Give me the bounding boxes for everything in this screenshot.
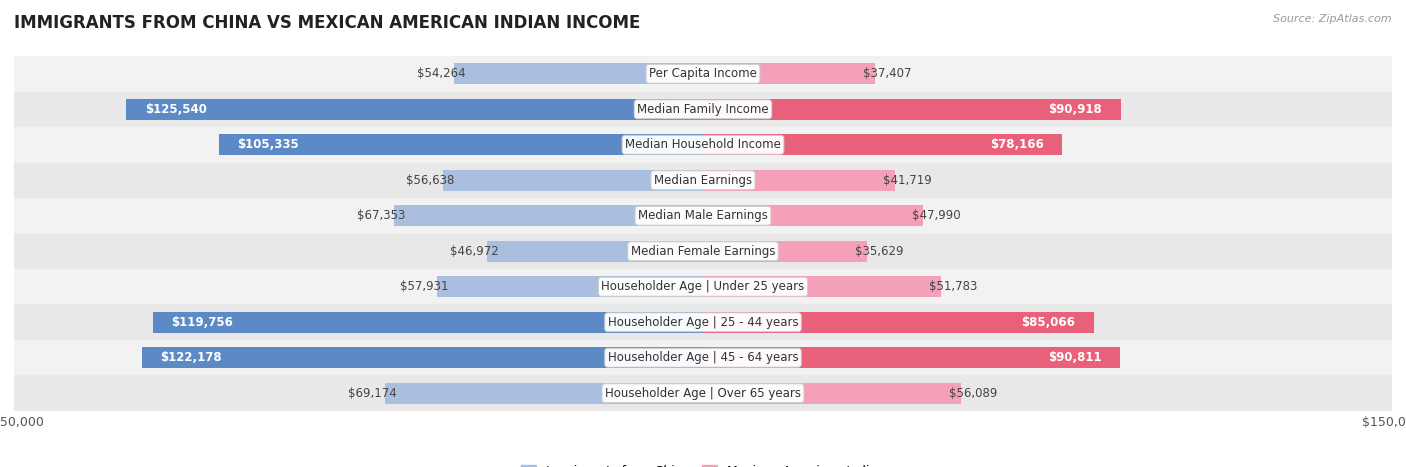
- Bar: [14, 92, 1392, 127]
- Text: Median Female Earnings: Median Female Earnings: [631, 245, 775, 258]
- Bar: [703, 63, 875, 85]
- Text: Householder Age | Over 65 years: Householder Age | Over 65 years: [605, 387, 801, 400]
- Text: $46,972: $46,972: [450, 245, 499, 258]
- Text: $67,353: $67,353: [357, 209, 405, 222]
- Bar: [14, 198, 1392, 234]
- Text: Median Family Income: Median Family Income: [637, 103, 769, 116]
- Bar: [219, 134, 703, 156]
- Text: $122,178: $122,178: [160, 351, 222, 364]
- Bar: [703, 205, 924, 226]
- Text: Householder Age | 45 - 64 years: Householder Age | 45 - 64 years: [607, 351, 799, 364]
- Text: Median Earnings: Median Earnings: [654, 174, 752, 187]
- Text: $56,638: $56,638: [406, 174, 454, 187]
- Text: Median Male Earnings: Median Male Earnings: [638, 209, 768, 222]
- Text: Per Capita Income: Per Capita Income: [650, 67, 756, 80]
- Bar: [14, 269, 1392, 304]
- Bar: [703, 99, 1121, 120]
- Bar: [454, 63, 703, 85]
- Text: $125,540: $125,540: [145, 103, 207, 116]
- Bar: [703, 170, 894, 191]
- Text: Source: ZipAtlas.com: Source: ZipAtlas.com: [1274, 14, 1392, 24]
- Bar: [703, 382, 960, 404]
- Bar: [385, 382, 703, 404]
- Text: $35,629: $35,629: [855, 245, 904, 258]
- Text: $90,811: $90,811: [1047, 351, 1102, 364]
- Text: $41,719: $41,719: [883, 174, 932, 187]
- Bar: [703, 134, 1062, 156]
- Bar: [14, 375, 1392, 411]
- Bar: [703, 276, 941, 297]
- Legend: Immigrants from China, Mexican American Indian: Immigrants from China, Mexican American …: [516, 460, 890, 467]
- Bar: [14, 127, 1392, 163]
- Bar: [14, 234, 1392, 269]
- Text: $37,407: $37,407: [863, 67, 912, 80]
- Text: $56,089: $56,089: [949, 387, 997, 400]
- Text: $69,174: $69,174: [349, 387, 396, 400]
- Text: $54,264: $54,264: [416, 67, 465, 80]
- Bar: [394, 205, 703, 226]
- Bar: [127, 99, 703, 120]
- Bar: [153, 311, 703, 333]
- Bar: [703, 311, 1094, 333]
- Bar: [14, 56, 1392, 92]
- Bar: [14, 163, 1392, 198]
- Text: $78,166: $78,166: [990, 138, 1043, 151]
- Text: IMMIGRANTS FROM CHINA VS MEXICAN AMERICAN INDIAN INCOME: IMMIGRANTS FROM CHINA VS MEXICAN AMERICA…: [14, 14, 641, 32]
- Text: Householder Age | 25 - 44 years: Householder Age | 25 - 44 years: [607, 316, 799, 329]
- Text: $51,783: $51,783: [929, 280, 977, 293]
- Bar: [142, 347, 703, 368]
- Text: Median Household Income: Median Household Income: [626, 138, 780, 151]
- Text: Householder Age | Under 25 years: Householder Age | Under 25 years: [602, 280, 804, 293]
- Bar: [437, 276, 703, 297]
- Bar: [443, 170, 703, 191]
- Text: $47,990: $47,990: [912, 209, 960, 222]
- Text: $57,931: $57,931: [399, 280, 449, 293]
- Bar: [14, 304, 1392, 340]
- Bar: [488, 241, 703, 262]
- Text: $105,335: $105,335: [238, 138, 299, 151]
- Text: $119,756: $119,756: [172, 316, 233, 329]
- Bar: [703, 347, 1121, 368]
- Text: $90,918: $90,918: [1049, 103, 1102, 116]
- Bar: [703, 241, 866, 262]
- Bar: [14, 340, 1392, 375]
- Text: $85,066: $85,066: [1021, 316, 1076, 329]
